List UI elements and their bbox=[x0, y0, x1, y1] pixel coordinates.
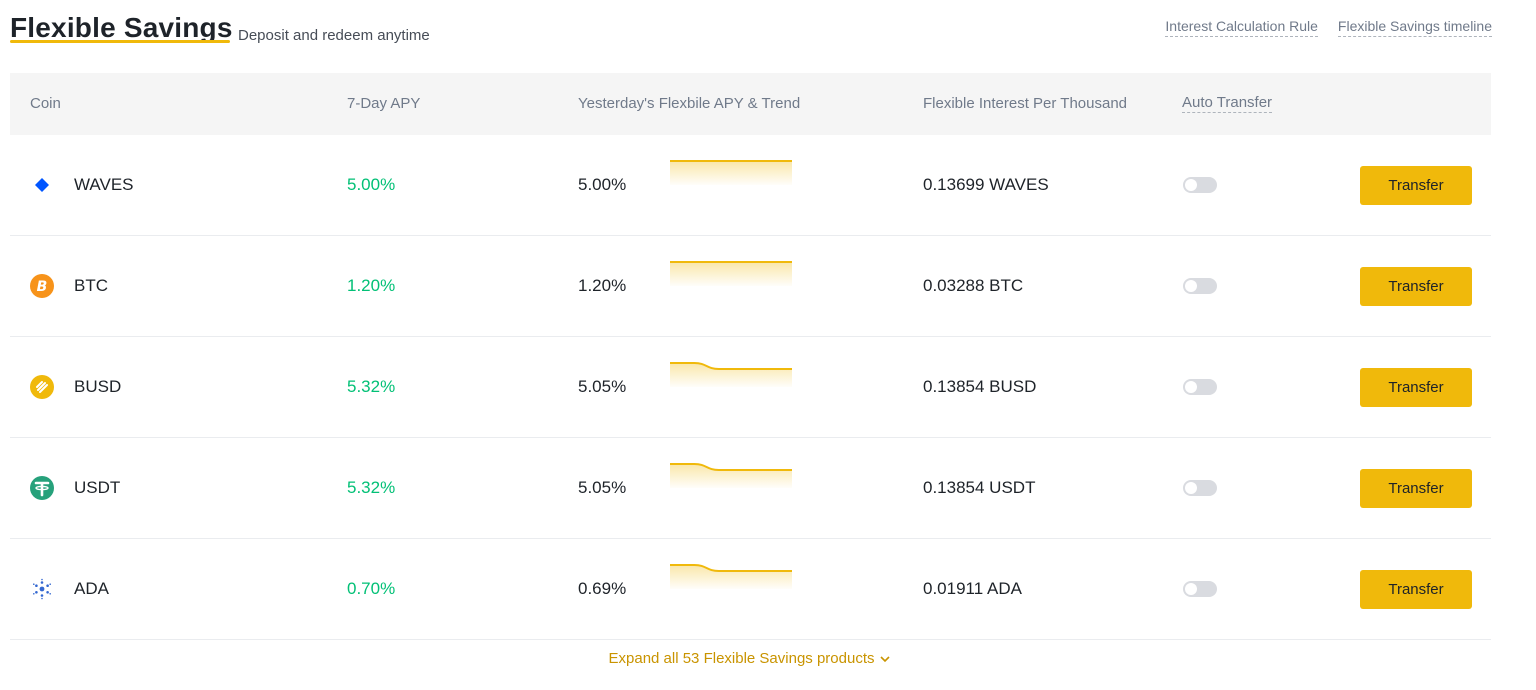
apy-yesterday: 5.05% bbox=[578, 377, 627, 396]
toggle-knob bbox=[1185, 583, 1197, 595]
coin-cell: ADA bbox=[30, 539, 109, 639]
auto-transfer-toggle[interactable] bbox=[1183, 379, 1217, 395]
table-header: Coin 7-Day APY Yesterday's Flexbile APY … bbox=[10, 73, 1491, 135]
transfer-button[interactable]: Transfer bbox=[1360, 570, 1472, 609]
transfer-button[interactable]: Transfer bbox=[1360, 469, 1472, 508]
apy-7day: 0.70% bbox=[347, 579, 396, 598]
table-row: ADA 0.70% 0.69% 0.01911 ADA Transfer bbox=[10, 539, 1491, 640]
interest-per-thousand: 0.01911 ADA bbox=[923, 579, 1022, 598]
transfer-button[interactable]: Transfer bbox=[1360, 368, 1472, 407]
apy-yesterday: 5.00% bbox=[578, 175, 627, 194]
table-body: WAVES 5.00% 5.00% 0.13699 WAVES Transfer B BTC… bbox=[10, 135, 1491, 640]
sparkline-line bbox=[670, 463, 792, 471]
page-subtitle: Deposit and redeem anytime bbox=[238, 27, 430, 44]
column-header-trend: Yesterday's Flexbile APY & Trend bbox=[578, 95, 801, 112]
apy-yesterday: 0.69% bbox=[578, 579, 627, 598]
table-row: BUSD 5.32% 5.05% 0.13854 BUSD Transfer bbox=[10, 337, 1491, 438]
flexible-savings-timeline-link[interactable]: Flexible Savings timeline bbox=[1337, 16, 1492, 37]
interest-per-thousand: 0.13854 BUSD bbox=[923, 377, 1037, 396]
expand-all-link[interactable]: Expand all 53 Flexible Savings products bbox=[0, 650, 1500, 667]
apy-trend-sparkline bbox=[670, 564, 792, 589]
table-row: WAVES 5.00% 5.00% 0.13699 WAVES Transfer bbox=[10, 135, 1491, 236]
toggle-knob bbox=[1185, 482, 1197, 494]
toggle-knob bbox=[1185, 280, 1197, 292]
apy-trend-sparkline bbox=[670, 463, 792, 488]
header: Flexible Savings Deposit and redeem anyt… bbox=[10, 10, 1492, 50]
coin-name: BTC bbox=[74, 276, 108, 295]
sparkline-line bbox=[670, 564, 792, 572]
auto-transfer-toggle[interactable] bbox=[1183, 480, 1217, 496]
ada-icon bbox=[30, 577, 54, 601]
waves-icon bbox=[30, 173, 54, 197]
apy-trend-sparkline bbox=[670, 362, 792, 387]
interest-per-thousand: 0.13699 WAVES bbox=[923, 175, 1049, 194]
btc-icon: B bbox=[30, 274, 54, 298]
expand-all-label: Expand all 53 Flexible Savings products bbox=[608, 650, 875, 667]
apy-trend-sparkline bbox=[670, 261, 792, 286]
table-row: B BTC 1.20% 1.20% 0.03288 BTC Transfer bbox=[10, 236, 1491, 337]
apy-7day: 5.00% bbox=[347, 175, 396, 194]
apy-7day: 1.20% bbox=[347, 276, 396, 295]
title-underline bbox=[10, 40, 230, 43]
header-links: Interest Calculation Rule Flexible Savin… bbox=[1165, 16, 1492, 37]
busd-icon bbox=[30, 375, 54, 399]
column-header-auto-transfer[interactable]: Auto Transfer bbox=[1182, 94, 1273, 113]
toggle-knob bbox=[1185, 381, 1197, 393]
sparkline-area bbox=[670, 363, 792, 387]
auto-transfer-toggle[interactable] bbox=[1183, 581, 1217, 597]
table-row: USDT 5.32% 5.05% 0.13854 USDT Transfer bbox=[10, 438, 1491, 539]
coin-name: WAVES bbox=[74, 175, 134, 194]
column-header-coin: Coin bbox=[30, 95, 61, 112]
apy-7day: 5.32% bbox=[347, 478, 396, 497]
transfer-button[interactable]: Transfer bbox=[1360, 166, 1472, 205]
apy-7day: 5.32% bbox=[347, 377, 396, 396]
sparkline-area bbox=[670, 565, 792, 589]
apy-yesterday: 1.20% bbox=[578, 276, 627, 295]
coin-name: ADA bbox=[74, 579, 109, 598]
coin-cell: WAVES bbox=[30, 135, 134, 235]
sparkline-line bbox=[670, 362, 792, 370]
interest-per-thousand: 0.03288 BTC bbox=[923, 276, 1024, 295]
interest-calculation-rule-link[interactable]: Interest Calculation Rule bbox=[1165, 16, 1318, 37]
coin-cell: B BTC bbox=[30, 236, 108, 336]
coin-name: USDT bbox=[74, 478, 121, 497]
usdt-icon bbox=[30, 476, 54, 500]
sparkline-area bbox=[670, 464, 792, 488]
page-title: Flexible Savings bbox=[10, 12, 233, 43]
coin-name: BUSD bbox=[74, 377, 122, 396]
coin-cell: USDT bbox=[30, 438, 120, 538]
column-header-7day-apy: 7-Day APY bbox=[347, 95, 421, 112]
auto-transfer-toggle[interactable] bbox=[1183, 177, 1217, 193]
sparkline-area bbox=[670, 262, 792, 286]
apy-trend-sparkline bbox=[670, 160, 792, 185]
interest-per-thousand: 0.13854 USDT bbox=[923, 478, 1036, 497]
savings-table: Coin 7-Day APY Yesterday's Flexbile APY … bbox=[10, 73, 1491, 640]
sparkline-area bbox=[670, 161, 792, 185]
auto-transfer-toggle[interactable] bbox=[1183, 278, 1217, 294]
transfer-button[interactable]: Transfer bbox=[1360, 267, 1472, 306]
apy-yesterday: 5.05% bbox=[578, 478, 627, 497]
coin-cell: BUSD bbox=[30, 337, 121, 437]
svg-text:B: B bbox=[37, 279, 48, 295]
toggle-knob bbox=[1185, 179, 1197, 191]
column-header-interest: Flexible Interest Per Thousand bbox=[923, 95, 1128, 112]
chevron-down-icon bbox=[879, 655, 890, 662]
